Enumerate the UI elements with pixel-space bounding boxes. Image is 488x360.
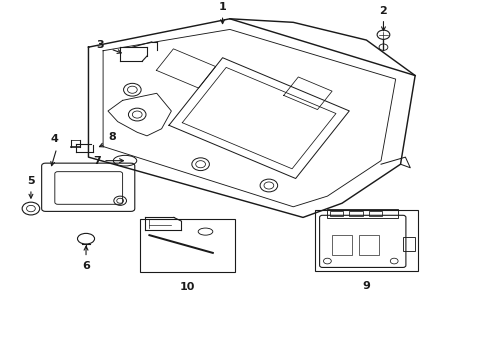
Text: 6: 6 <box>82 261 90 271</box>
Bar <box>402 237 414 251</box>
Text: 4: 4 <box>50 134 58 144</box>
Bar <box>358 235 378 255</box>
Bar <box>331 235 351 255</box>
Bar <box>315 210 417 271</box>
Text: 10: 10 <box>179 282 195 292</box>
Bar <box>368 211 382 216</box>
Bar <box>140 219 234 273</box>
Bar <box>348 211 362 216</box>
Bar <box>327 209 397 218</box>
Text: 7: 7 <box>93 156 101 166</box>
Text: 3: 3 <box>96 40 103 50</box>
Text: 9: 9 <box>362 280 369 291</box>
Bar <box>329 211 343 216</box>
Text: 2: 2 <box>379 6 386 16</box>
Text: 1: 1 <box>218 3 226 12</box>
Text: 5: 5 <box>27 176 35 186</box>
Text: 8: 8 <box>108 132 116 142</box>
